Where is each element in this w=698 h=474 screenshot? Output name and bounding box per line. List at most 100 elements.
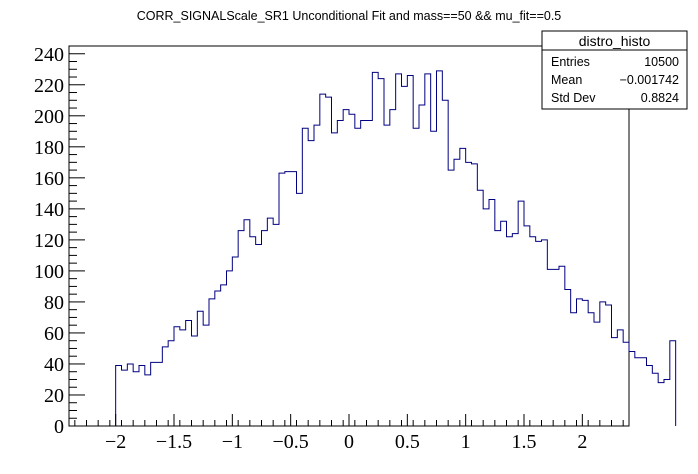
- histogram-bin: [466, 162, 472, 426]
- histogram-bin: [145, 375, 151, 426]
- x-tick-label: 0: [344, 431, 354, 453]
- x-tick-label: −1: [222, 431, 243, 453]
- histogram-bin: [431, 131, 437, 426]
- histogram-bin: [635, 358, 641, 426]
- histogram-bin: [367, 120, 373, 426]
- histogram-bin: [565, 290, 571, 426]
- histogram-bin: [617, 330, 623, 426]
- histogram-bin: [588, 313, 594, 426]
- y-tick-label: 40: [44, 354, 64, 376]
- histogram-bin: [402, 86, 408, 426]
- histogram-bin: [559, 266, 565, 426]
- histogram-bin: [227, 271, 233, 426]
- y-tick-label: 100: [34, 261, 64, 283]
- histogram-bin: [197, 311, 203, 426]
- histogram-bin: [186, 321, 192, 426]
- histogram-bin: [419, 105, 425, 426]
- stats-mean-label: Mean: [551, 73, 582, 87]
- histogram-bin: [133, 372, 139, 426]
- y-tick-label: 20: [44, 385, 64, 407]
- histogram-bin: [355, 128, 361, 426]
- histogram-bin: [577, 299, 583, 426]
- histogram-bin: [606, 305, 612, 426]
- x-tick-label: 2: [577, 431, 587, 453]
- y-tick-label: 60: [44, 323, 64, 345]
- y-tick-label: 180: [34, 137, 64, 159]
- histogram-bin: [337, 120, 343, 426]
- y-tick-label: 140: [34, 199, 64, 221]
- histogram-bin: [495, 231, 501, 426]
- y-tick-label: 80: [44, 292, 64, 314]
- histogram-bin: [168, 341, 174, 426]
- histogram-bin: [326, 97, 332, 426]
- histogram-bin: [162, 347, 168, 426]
- histogram-bin: [314, 125, 320, 426]
- stats-box-name: distro_histo: [579, 33, 651, 49]
- histogram-bin: [349, 114, 355, 426]
- x-tick-label: −1.5: [156, 431, 192, 453]
- histogram-bin: [647, 366, 653, 426]
- histogram-bin: [343, 110, 349, 426]
- stats-stddev-value: 0.8824: [641, 91, 679, 105]
- histogram-bin: [262, 231, 268, 426]
- histogram-bin: [460, 148, 466, 426]
- histogram-bin: [477, 190, 483, 426]
- chart-title: CORR_SIGNALScale_SR1 Unconditional Fit a…: [137, 9, 562, 23]
- histogram-bin: [507, 237, 513, 426]
- histogram-bin: [232, 257, 238, 426]
- histogram-bin: [209, 299, 215, 426]
- histogram-bin: [547, 269, 553, 426]
- histogram-bin: [658, 383, 664, 426]
- histogram-bin: [238, 231, 244, 426]
- histogram-bin: [390, 110, 396, 426]
- histogram-bin: [594, 322, 600, 426]
- histogram-bin: [623, 342, 629, 426]
- histogram-bin: [629, 352, 635, 426]
- histogram-bin: [116, 366, 122, 426]
- y-axis: 0 20 40 60 80 100 120 140 160 180 200 220 240: [34, 44, 85, 438]
- y-tick-label: 0: [54, 416, 64, 438]
- histogram-bin: [273, 224, 279, 426]
- histogram-bin: [512, 234, 518, 426]
- histogram-bin: [641, 358, 647, 426]
- histogram-bin: [489, 200, 495, 426]
- histogram-bin: [413, 128, 419, 426]
- histogram-bin: [244, 220, 250, 426]
- histogram-bin: [448, 170, 454, 426]
- histogram-bin: [582, 300, 588, 426]
- x-axis: −2 −1.5 −1 −0.5 0 0.5 1 1.5 2: [74, 414, 624, 453]
- histogram-bin: [437, 71, 443, 426]
- stats-box: distro_histo Entries 10500 Mean −0.00174…: [541, 30, 688, 110]
- histogram-bin: [553, 269, 559, 426]
- histogram-bin: [250, 237, 256, 426]
- stats-entries-value: 10500: [644, 55, 679, 69]
- stats-mean-value: −0.001742: [620, 73, 679, 87]
- histogram-bin: [361, 120, 367, 426]
- histogram-bin: [180, 330, 186, 426]
- histogram-bin: [372, 72, 378, 426]
- histogram-bin: [571, 313, 577, 426]
- histogram-bin: [291, 172, 297, 426]
- histogram-bin: [267, 218, 273, 426]
- histogram-bin: [215, 291, 221, 426]
- histogram-bin: [407, 75, 413, 426]
- x-tick-label: 1: [461, 431, 471, 453]
- histogram-bin: [425, 74, 431, 426]
- histogram-bin: [442, 100, 448, 426]
- histogram-bin: [221, 285, 227, 426]
- histogram-bin: [396, 74, 402, 426]
- histogram-bin: [384, 125, 390, 426]
- histogram-bin: [600, 302, 606, 426]
- histogram-bin: [203, 325, 209, 426]
- histogram-bin: [472, 164, 478, 426]
- y-tick-label: 220: [34, 75, 64, 97]
- histogram-bin: [139, 366, 145, 426]
- histogram-bin: [279, 173, 285, 426]
- x-tick-label: 0.5: [395, 431, 420, 453]
- histogram-bin: [378, 79, 384, 426]
- histogram-bin: [192, 336, 198, 426]
- histogram-bin: [524, 226, 530, 426]
- histogram-bin: [157, 362, 163, 426]
- x-tick-label: −0.5: [273, 431, 309, 453]
